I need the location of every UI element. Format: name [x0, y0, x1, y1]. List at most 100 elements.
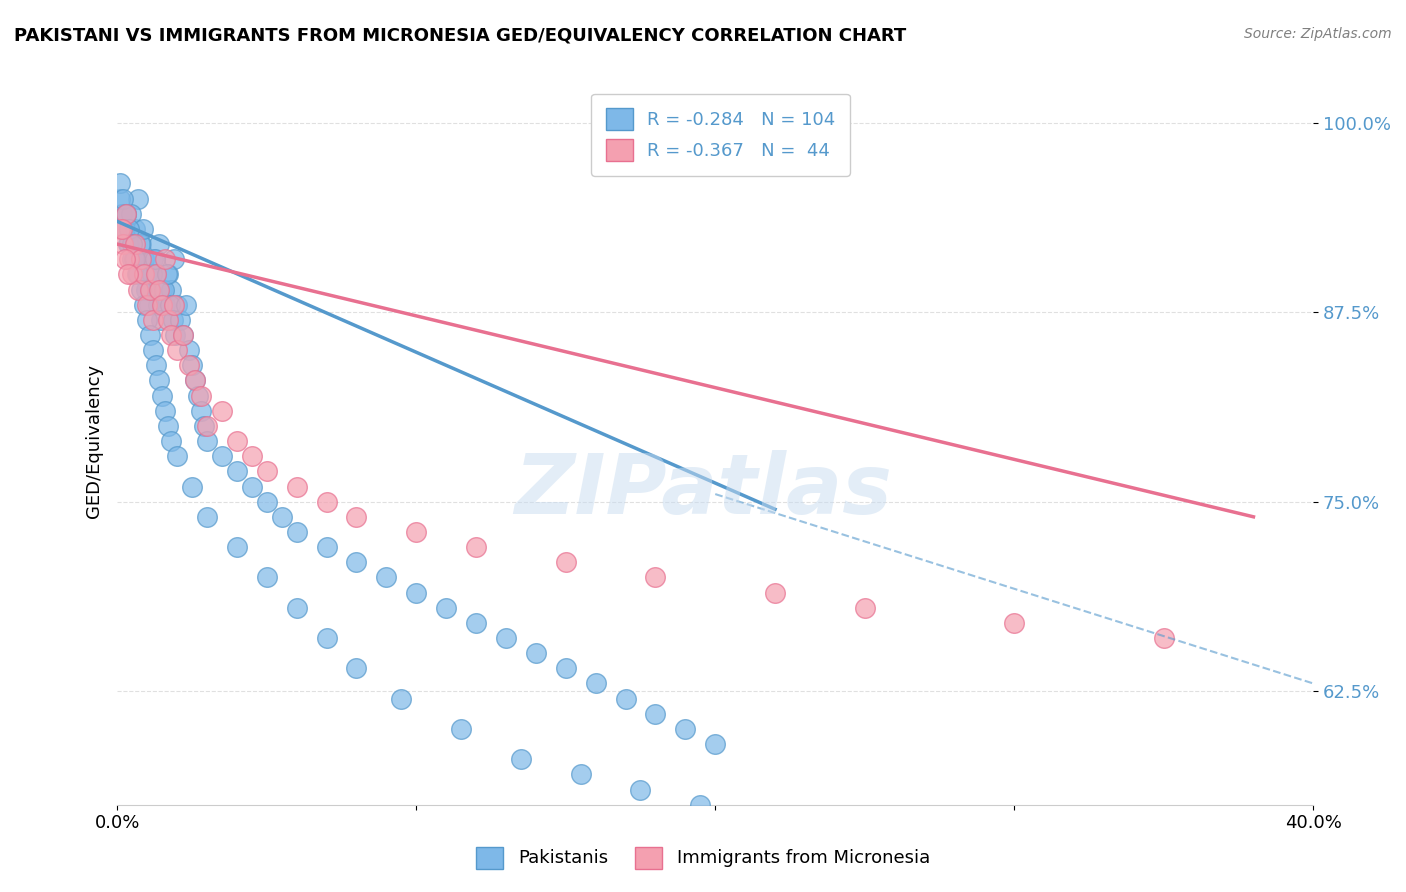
Point: [114, 222, 136, 236]
Point: [211, 403, 233, 417]
Point: [193, 418, 215, 433]
Point: [138, 298, 160, 312]
Point: [118, 222, 141, 236]
Point: [450, 722, 472, 736]
Point: [465, 540, 488, 554]
Point: [163, 252, 186, 267]
Point: [132, 268, 155, 282]
Point: [509, 752, 531, 766]
Point: [121, 237, 143, 252]
Point: [344, 555, 367, 569]
Point: [240, 479, 263, 493]
Point: [160, 283, 183, 297]
Point: [143, 252, 166, 267]
Point: [139, 283, 162, 297]
Point: [644, 570, 666, 584]
Point: [166, 343, 188, 358]
Point: [169, 313, 191, 327]
Point: [240, 449, 263, 463]
Point: [142, 313, 165, 327]
Point: [673, 722, 696, 736]
Point: [121, 252, 143, 267]
Point: [1153, 631, 1175, 645]
Point: [184, 374, 207, 388]
Point: [115, 207, 138, 221]
Point: [150, 298, 173, 312]
Point: [142, 343, 165, 358]
Point: [120, 207, 142, 221]
Text: Source: ZipAtlas.com: Source: ZipAtlas.com: [1244, 27, 1392, 41]
Point: [132, 252, 155, 267]
Point: [1002, 615, 1025, 630]
Point: [166, 298, 188, 312]
Text: ZIPatlas: ZIPatlas: [515, 450, 891, 531]
Point: [136, 298, 159, 312]
Point: [187, 389, 209, 403]
Point: [139, 328, 162, 343]
Point: [195, 418, 218, 433]
Point: [256, 570, 278, 584]
Y-axis label: GED/Equivalency: GED/Equivalency: [86, 364, 103, 518]
Point: [285, 479, 308, 493]
Point: [177, 359, 200, 373]
Point: [153, 298, 176, 312]
Point: [434, 600, 457, 615]
Point: [117, 237, 139, 252]
Point: [128, 237, 150, 252]
Point: [225, 464, 247, 478]
Point: [172, 328, 194, 343]
Point: [124, 237, 146, 252]
Point: [315, 631, 337, 645]
Text: PAKISTANI VS IMMIGRANTS FROM MICRONESIA GED/EQUIVALENCY CORRELATION CHART: PAKISTANI VS IMMIGRANTS FROM MICRONESIA …: [14, 27, 907, 45]
Point: [159, 298, 181, 312]
Point: [554, 555, 576, 569]
Point: [135, 283, 157, 297]
Point: [163, 298, 186, 312]
Point: [142, 252, 165, 267]
Point: [152, 283, 174, 297]
Point: [184, 374, 207, 388]
Point: [190, 389, 212, 403]
Point: [405, 585, 427, 599]
Point: [794, 828, 817, 842]
Point: [129, 237, 152, 252]
Point: [162, 313, 184, 327]
Point: [121, 268, 143, 282]
Point: [225, 540, 247, 554]
Point: [146, 298, 169, 312]
Point: [160, 434, 183, 448]
Point: [554, 661, 576, 675]
Point: [315, 494, 337, 508]
Point: [734, 813, 756, 827]
Point: [136, 313, 159, 327]
Point: [145, 359, 167, 373]
Point: [181, 359, 204, 373]
Point: [108, 192, 131, 206]
Point: [122, 252, 145, 267]
Point: [125, 268, 148, 282]
Point: [211, 449, 233, 463]
Point: [195, 509, 218, 524]
Point: [285, 524, 308, 539]
Point: [630, 782, 652, 797]
Point: [524, 646, 547, 660]
Point: [149, 313, 172, 327]
Point: [174, 298, 197, 312]
Point: [148, 374, 170, 388]
Point: [344, 509, 367, 524]
Point: [157, 313, 180, 327]
Point: [115, 207, 138, 221]
Point: [225, 434, 247, 448]
Legend: Pakistanis, Immigrants from Micronesia: Pakistanis, Immigrants from Micronesia: [461, 832, 945, 883]
Point: [148, 283, 170, 297]
Point: [108, 177, 131, 191]
Point: [177, 343, 200, 358]
Point: [465, 615, 488, 630]
Point: [181, 479, 204, 493]
Point: [145, 268, 167, 282]
Point: [114, 252, 136, 267]
Point: [141, 268, 163, 282]
Point: [569, 767, 592, 781]
Point: [763, 585, 786, 599]
Point: [157, 268, 180, 282]
